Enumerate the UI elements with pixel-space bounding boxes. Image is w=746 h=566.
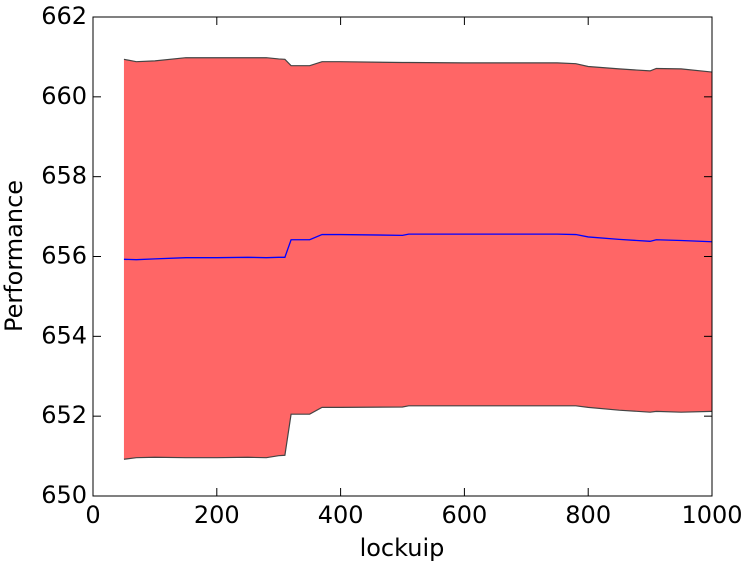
x-tick-label: 400 <box>318 501 364 529</box>
y-tick-label: 652 <box>41 401 87 429</box>
x-tick-label: 1000 <box>681 501 742 529</box>
y-tick-label: 654 <box>41 321 87 349</box>
x-axis-label: lockuip <box>360 534 445 562</box>
y-axis-label: Performance <box>0 180 28 332</box>
x-tick-label: 800 <box>565 501 611 529</box>
band-fill <box>123 57 712 460</box>
y-tick-label: 658 <box>41 162 87 190</box>
x-tick-label: 200 <box>194 501 240 529</box>
band-edge <box>123 405 713 460</box>
y-tick-label: 656 <box>41 242 87 270</box>
x-tick-label: 600 <box>441 501 487 529</box>
band-edge <box>123 57 713 73</box>
y-tick-label: 660 <box>41 82 87 110</box>
x-tick-label: 0 <box>85 501 100 529</box>
y-tick-label: 650 <box>41 481 87 509</box>
y-tick-label: 662 <box>41 2 87 30</box>
line <box>123 233 713 261</box>
